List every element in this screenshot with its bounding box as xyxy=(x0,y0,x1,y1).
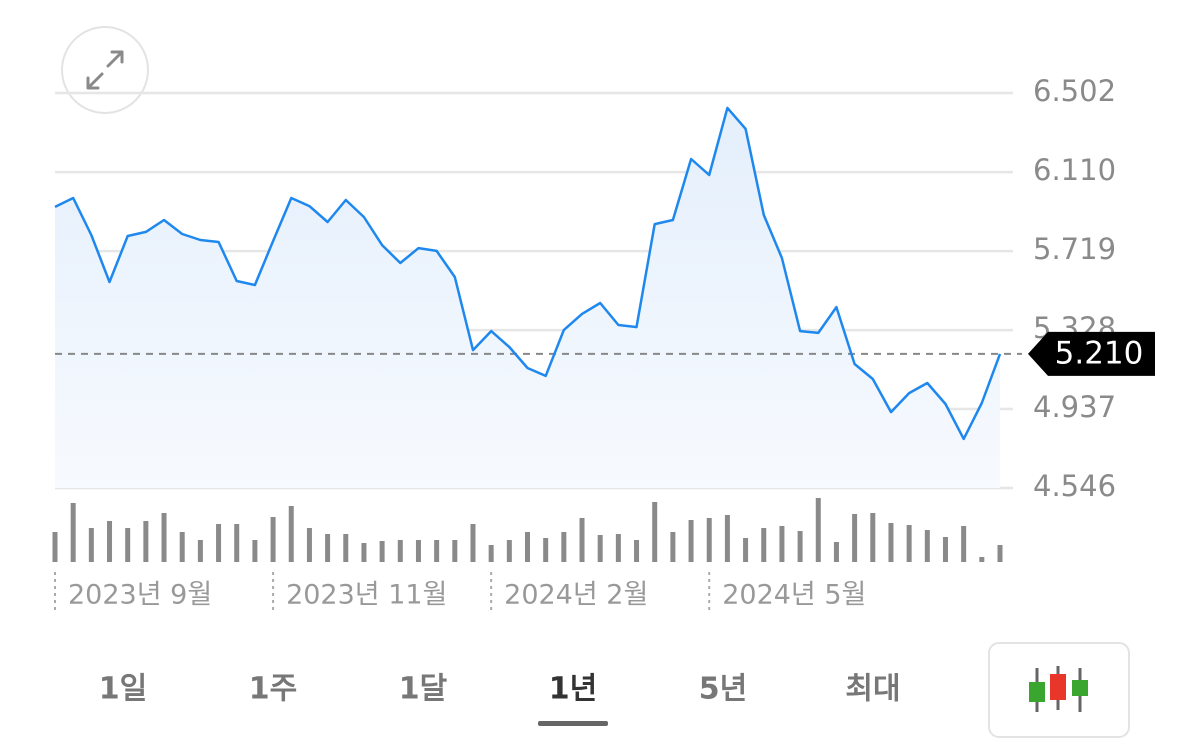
volume-bar xyxy=(888,523,894,562)
candlestick-toggle[interactable] xyxy=(988,642,1130,738)
volume-bar xyxy=(688,520,694,562)
volume-bar xyxy=(615,534,621,562)
x-tick-label: 2024년 2월 xyxy=(504,580,648,611)
volume-bar xyxy=(306,528,312,562)
volume-bar xyxy=(652,502,658,562)
range-tab[interactable]: 1달 xyxy=(399,672,448,707)
volume-bar xyxy=(361,543,367,562)
volume-bar xyxy=(997,545,1003,562)
volume-bar xyxy=(88,528,94,562)
volume-bar xyxy=(797,531,803,562)
range-tab[interactable]: 1일 xyxy=(99,672,147,707)
volume-bar xyxy=(597,535,603,562)
volume-bar xyxy=(670,532,676,562)
volume-bar xyxy=(288,506,294,562)
volume-bar xyxy=(506,540,512,562)
expand-button[interactable] xyxy=(61,26,149,114)
y-tick-label: 6.110 xyxy=(1033,153,1116,187)
range-tab[interactable]: 5년 xyxy=(699,672,747,707)
area-fill xyxy=(55,107,1000,489)
x-tick-label: 2023년 9월 xyxy=(68,580,212,611)
volume-bar xyxy=(252,540,258,562)
volume-bar xyxy=(415,540,421,562)
volume-bar xyxy=(979,557,985,562)
volume-bar xyxy=(561,532,567,562)
current-price-label: 5.210 xyxy=(1055,335,1144,371)
volume-bar xyxy=(216,524,222,562)
volume-bar xyxy=(579,518,585,562)
volume-bar xyxy=(452,540,458,562)
volume-bar xyxy=(470,524,476,562)
volume-bar xyxy=(70,503,76,562)
volume-bar xyxy=(761,528,767,562)
volume-bar xyxy=(434,540,440,562)
volume-bar xyxy=(833,542,839,562)
volume-bar xyxy=(815,498,821,562)
range-tab[interactable]: 최대 xyxy=(845,672,900,707)
volume-bar xyxy=(942,537,948,562)
volume-bar xyxy=(543,538,549,562)
volume-bar xyxy=(852,514,858,562)
volume-bar xyxy=(325,534,331,562)
volume-bar xyxy=(743,538,749,562)
volume-bar xyxy=(634,540,640,562)
range-tab[interactable]: 1주 xyxy=(249,672,297,707)
volume-bar xyxy=(343,534,349,562)
volume-bar xyxy=(870,513,876,562)
current-price-badge xyxy=(1028,331,1155,376)
volume-bar xyxy=(179,532,185,562)
volume-bar xyxy=(779,526,785,562)
volume-bar xyxy=(924,530,930,562)
y-tick-label: 5.719 xyxy=(1033,232,1116,266)
x-tick-label: 2024년 5월 xyxy=(722,580,866,611)
y-tick-label: 4.937 xyxy=(1033,390,1116,424)
volume-bar xyxy=(270,517,276,562)
volume-bar xyxy=(397,540,403,562)
volume-bar xyxy=(906,525,912,562)
price-line xyxy=(54,106,1002,441)
volume-bar xyxy=(107,521,113,562)
volume-bar xyxy=(706,518,712,562)
volume-bar xyxy=(525,532,530,562)
y-tick-label: 6.502 xyxy=(1033,74,1116,108)
volume-bar xyxy=(961,526,967,562)
volume-bar xyxy=(488,545,494,562)
volume-bar xyxy=(52,532,58,562)
volume-bar xyxy=(724,515,730,562)
volume-bar xyxy=(125,528,131,562)
volume-bar xyxy=(161,513,167,562)
range-tab[interactable]: 1년 xyxy=(549,672,597,707)
volume-bar xyxy=(234,524,240,562)
volume-bar xyxy=(197,540,203,562)
x-tick-label: 2023년 11월 xyxy=(286,580,447,611)
volume-bar xyxy=(143,521,149,562)
volume-bar xyxy=(379,541,385,562)
tab-underline xyxy=(538,721,608,726)
y-tick-label: 4.546 xyxy=(1033,469,1116,503)
